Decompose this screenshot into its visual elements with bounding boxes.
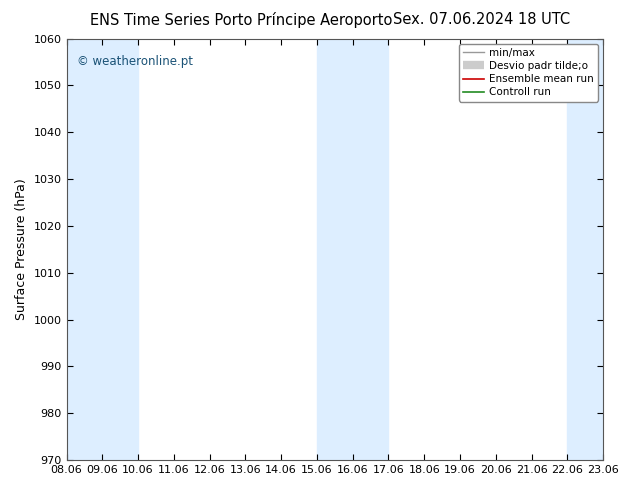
Text: Sex. 07.06.2024 18 UTC: Sex. 07.06.2024 18 UTC xyxy=(393,12,571,27)
Bar xyxy=(67,39,138,460)
Y-axis label: Surface Pressure (hPa): Surface Pressure (hPa) xyxy=(15,178,28,320)
Legend: min/max, Desvio padr tilde;o, Ensemble mean run, Controll run: min/max, Desvio padr tilde;o, Ensemble m… xyxy=(459,44,598,101)
Bar xyxy=(317,39,389,460)
Text: ENS Time Series Porto Príncipe Aeroporto: ENS Time Series Porto Príncipe Aeroporto xyxy=(90,12,392,28)
Bar xyxy=(567,39,603,460)
Text: © weatheronline.pt: © weatheronline.pt xyxy=(77,55,193,69)
